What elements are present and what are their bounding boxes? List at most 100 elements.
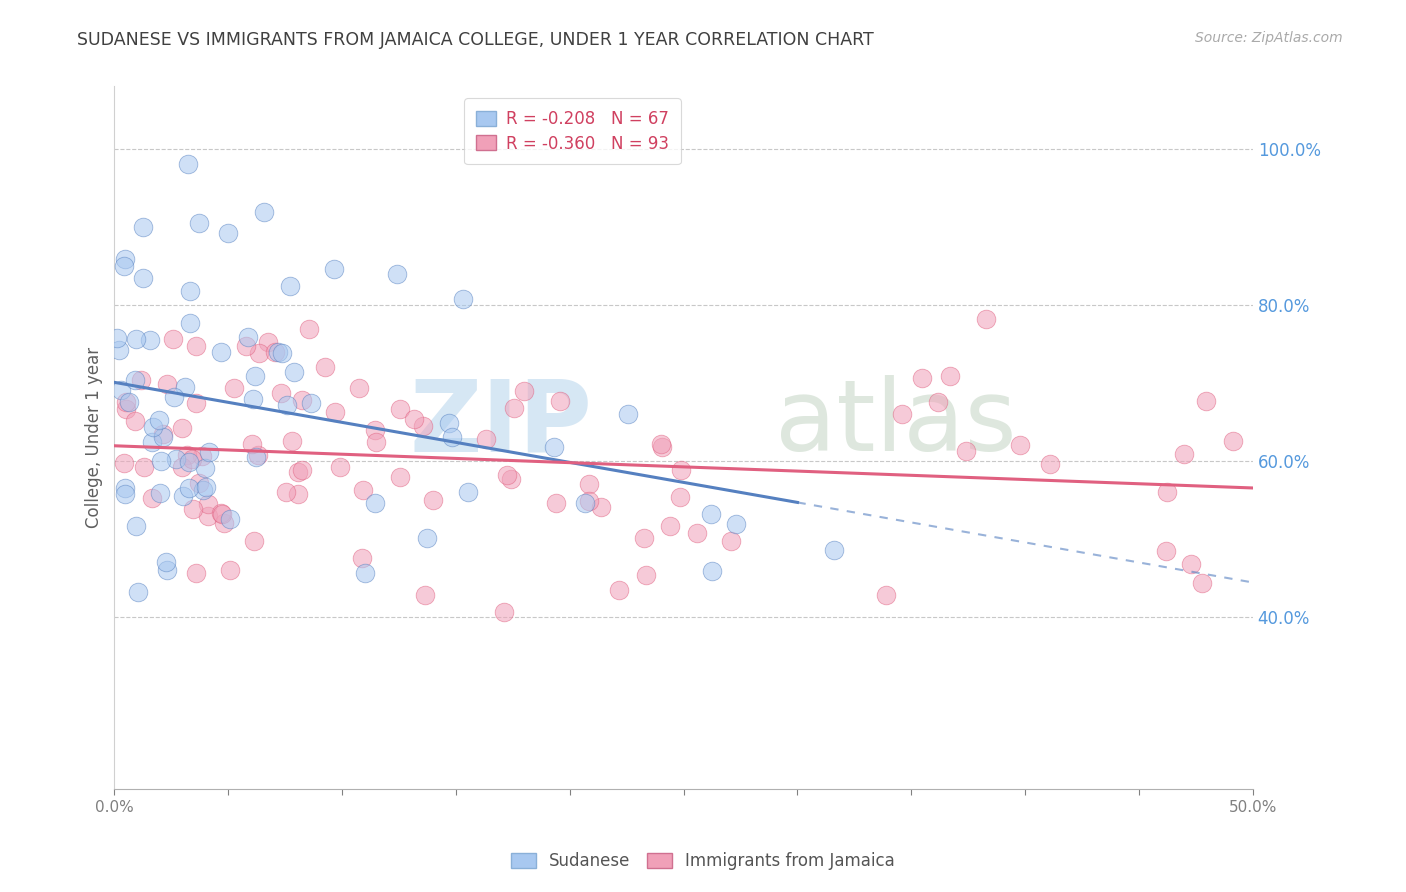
Point (322, 261, 344, 276)
Point (574, 496, 596, 510)
Point (114, 487, 136, 501)
Point (724, 517, 747, 532)
Point (1154, 544, 1177, 558)
Point (364, 496, 387, 510)
Point (513, 384, 536, 398)
Point (124, 414, 146, 428)
Text: SUDANESE VS IMMIGRANTS FROM JAMAICA COLLEGE, UNDER 1 YEAR CORRELATION CHART: SUDANESE VS IMMIGRANTS FROM JAMAICA COLL… (77, 31, 875, 49)
Point (503, 401, 526, 416)
Point (186, 339, 208, 353)
Point (329, 459, 352, 474)
Point (314, 359, 336, 374)
Point (1195, 394, 1218, 409)
Point (212, 516, 235, 530)
Point (172, 489, 194, 503)
Text: ZIP: ZIP (409, 376, 592, 472)
Point (281, 434, 304, 448)
Point (298, 321, 321, 335)
Point (366, 434, 388, 449)
Point (457, 484, 479, 499)
Point (247, 448, 270, 462)
Point (955, 443, 977, 458)
Point (416, 531, 439, 545)
Point (1173, 447, 1195, 461)
Point (155, 556, 177, 570)
Point (591, 500, 613, 515)
Point (242, 392, 264, 406)
Point (170, 421, 193, 435)
Point (110, 384, 132, 398)
Point (267, 345, 290, 359)
Point (274, 484, 297, 499)
Point (112, 259, 135, 273)
Point (245, 450, 267, 464)
Point (242, 437, 264, 451)
Point (1010, 438, 1032, 452)
Point (350, 551, 373, 566)
Point (287, 487, 309, 501)
Point (141, 491, 163, 506)
Point (413, 588, 436, 602)
Point (236, 329, 259, 343)
Point (617, 408, 640, 422)
Point (607, 583, 630, 598)
Point (218, 512, 240, 526)
Point (891, 407, 914, 421)
Point (115, 395, 138, 409)
Point (550, 394, 572, 409)
Point (112, 456, 135, 470)
Point (197, 498, 219, 512)
Legend: R = -0.208   N = 67, R = -0.360   N = 93: R = -0.208 N = 67, R = -0.360 N = 93 (464, 98, 681, 164)
Point (323, 405, 346, 419)
Point (211, 507, 233, 521)
Point (276, 398, 298, 412)
Point (198, 445, 221, 459)
Point (352, 483, 374, 498)
Point (184, 566, 207, 580)
Point (823, 542, 845, 557)
Point (291, 463, 314, 477)
Point (283, 365, 305, 379)
Point (179, 481, 201, 495)
Point (156, 563, 179, 577)
Text: atlas: atlas (775, 376, 1017, 472)
Point (224, 381, 246, 395)
Point (177, 157, 200, 171)
Point (494, 605, 516, 619)
Point (347, 381, 370, 395)
Point (181, 502, 204, 516)
Point (1222, 434, 1244, 448)
Point (404, 412, 426, 426)
Point (257, 334, 280, 349)
Point (720, 533, 742, 548)
Point (453, 293, 475, 307)
Point (699, 507, 721, 521)
Point (186, 395, 208, 409)
Point (578, 494, 600, 508)
Point (385, 268, 408, 282)
Point (1156, 485, 1178, 500)
Point (247, 346, 270, 360)
Point (278, 278, 301, 293)
Point (364, 423, 387, 437)
Point (253, 204, 276, 219)
Point (669, 463, 692, 477)
Point (118, 395, 141, 409)
Point (911, 371, 934, 385)
Point (650, 437, 672, 451)
Point (124, 519, 146, 533)
Point (149, 454, 172, 468)
Point (194, 460, 217, 475)
Point (209, 506, 232, 520)
Point (287, 465, 309, 479)
Point (114, 481, 136, 495)
Point (142, 420, 165, 434)
Point (219, 563, 242, 577)
Point (939, 369, 962, 384)
Point (187, 475, 209, 490)
Point (176, 449, 198, 463)
Point (181, 452, 204, 467)
Point (412, 419, 434, 434)
Point (124, 373, 146, 387)
Point (875, 588, 897, 602)
